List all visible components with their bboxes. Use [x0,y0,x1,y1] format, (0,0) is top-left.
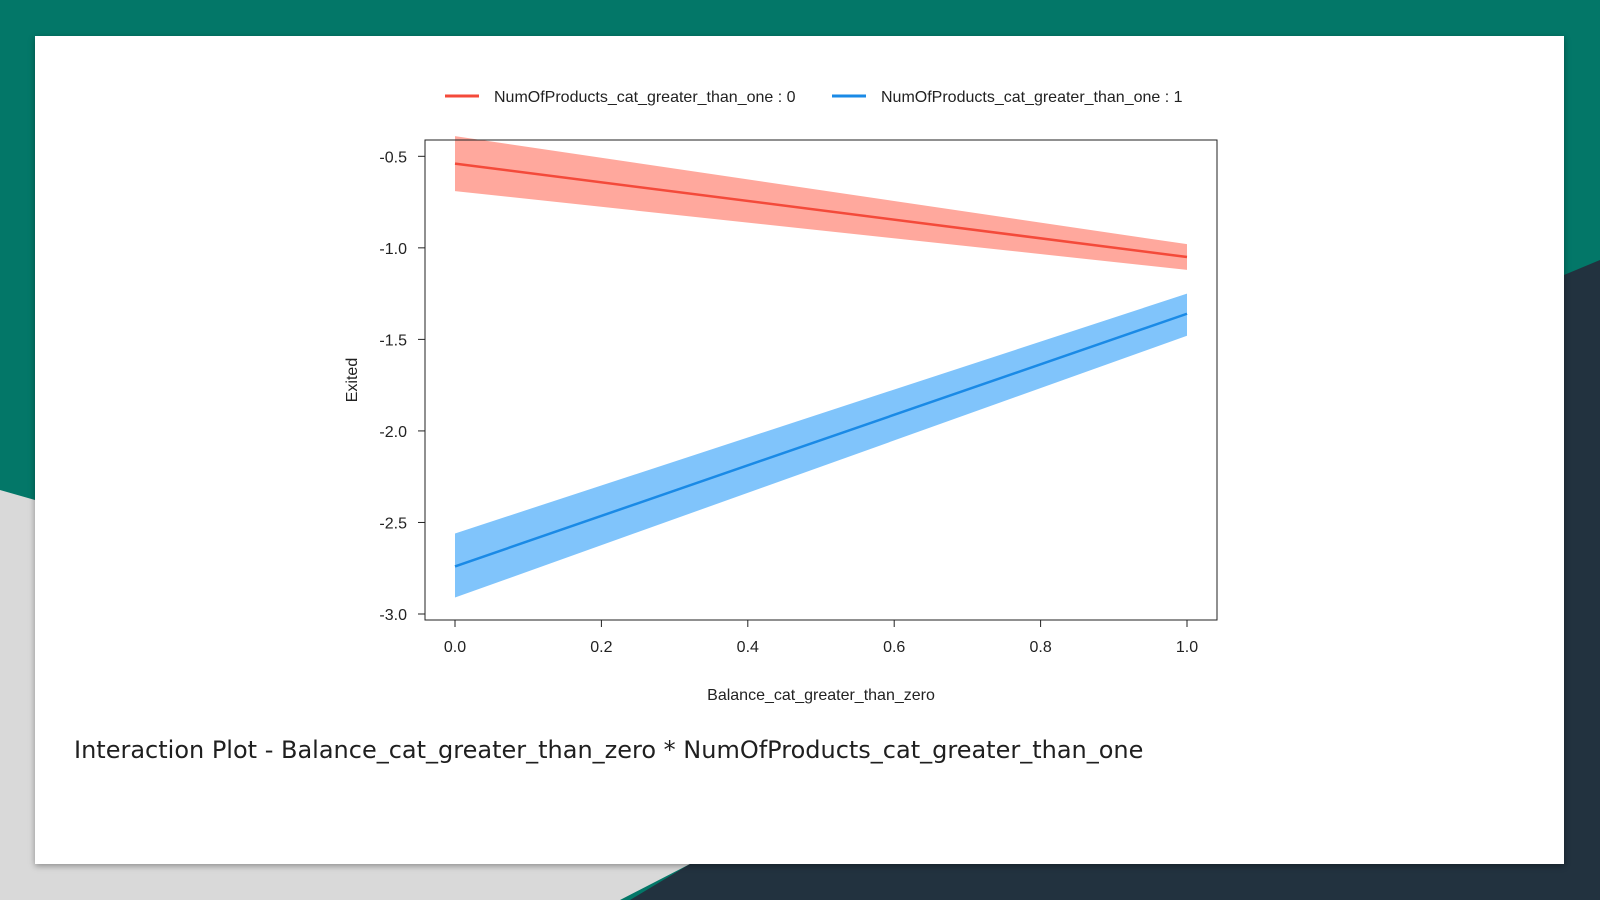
x-tick-label: 0.6 [883,639,905,656]
series-line-1 [454,312,1188,568]
series-line-0 [454,162,1188,259]
grey-corner-shape [0,490,35,900]
slide-caption: Interaction Plot - Balance_cat_greater_t… [74,736,1144,764]
grey-bottom-shape [35,864,690,900]
y-tick-label: -1.5 [379,332,407,349]
x-axis-label: Balance_cat_greater_than_zero [707,687,935,704]
x-tick-label: 0.8 [1029,639,1051,656]
y-tick-label: -0.5 [379,149,407,166]
x-tick-label: 0.4 [737,639,759,656]
y-axis-label: Exited [344,358,361,402]
y-tick-label: -2.5 [379,515,407,532]
slide: 0.0 0.2 0.4 0.6 0.8 1.0 -0.5 -1.0 -1.5 -2.0 -2.5 -3… [35,36,1564,864]
y-tick-label: -1.0 [379,241,407,258]
y-tick-label: -2.0 [379,424,407,441]
interaction-chart: 0.0 0.2 0.4 0.6 0.8 1.0 -0.5 -1.0 -1.5 -2.0 -2.5 -3… [344,89,1218,704]
confidence-band-0 [455,136,1187,270]
x-tick-label: 0.2 [590,639,612,656]
legend-label-0: NumOfProducts_cat_greater_than_one : 0 [494,89,796,106]
y-tick-label: -3.0 [379,607,407,624]
legend-label-1: NumOfProducts_cat_greater_than_one : 1 [881,89,1183,106]
x-tick-label: 0.0 [444,639,466,656]
confidence-band-1 [455,293,1187,598]
x-tick-label: 1.0 [1176,639,1198,656]
